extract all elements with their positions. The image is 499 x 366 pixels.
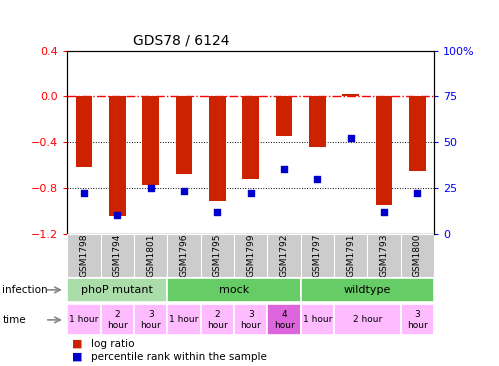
Text: 2 hour: 2 hour (353, 315, 382, 324)
Text: 3
hour: 3 hour (241, 310, 261, 330)
Text: 1 hour: 1 hour (303, 315, 332, 324)
Text: percentile rank within the sample: percentile rank within the sample (91, 352, 267, 362)
Point (313, 176, 321, 182)
Bar (276, 96, 292, 136)
Bar (67, 234, 101, 277)
Text: GSM1796: GSM1796 (180, 234, 189, 277)
Text: GSM1801: GSM1801 (146, 234, 155, 277)
Bar (401, 234, 434, 277)
Text: GSM1800: GSM1800 (413, 234, 422, 277)
Bar (176, 96, 193, 174)
Bar (267, 305, 301, 335)
Bar (267, 234, 301, 277)
Point (347, 135, 355, 141)
Bar (309, 96, 326, 146)
Bar (134, 234, 167, 277)
Bar (67, 305, 101, 335)
Point (247, 190, 254, 196)
Bar (76, 96, 92, 167)
Text: GSM1794: GSM1794 (113, 234, 122, 277)
Point (80, 190, 88, 196)
Text: 3
hour: 3 hour (407, 310, 428, 330)
Point (147, 185, 155, 191)
Point (113, 212, 121, 218)
Bar (101, 305, 134, 335)
Text: phoP mutant: phoP mutant (81, 285, 153, 295)
Text: 4
hour: 4 hour (274, 310, 294, 330)
Bar (401, 305, 434, 335)
Text: time: time (2, 315, 26, 325)
Bar (67, 278, 167, 302)
Point (180, 188, 188, 194)
Point (280, 167, 288, 172)
Text: ■: ■ (72, 339, 83, 349)
Text: log ratio: log ratio (91, 339, 135, 349)
Point (214, 209, 222, 214)
Bar (301, 234, 334, 277)
Bar (243, 96, 259, 179)
Text: 1 hour: 1 hour (69, 315, 99, 324)
Bar (167, 234, 201, 277)
Text: infection: infection (2, 285, 48, 295)
Bar (342, 94, 359, 96)
Bar (367, 234, 401, 277)
Text: GSM1798: GSM1798 (79, 234, 88, 277)
Bar (334, 305, 401, 335)
Text: GSM1793: GSM1793 (380, 234, 389, 277)
Bar (167, 278, 301, 302)
Text: ■: ■ (72, 352, 83, 362)
Bar (142, 96, 159, 186)
Bar (109, 96, 126, 216)
Bar (101, 234, 134, 277)
Text: GSM1797: GSM1797 (313, 234, 322, 277)
Text: GDS78 / 6124: GDS78 / 6124 (133, 34, 230, 48)
Bar (201, 305, 234, 335)
Text: 2
hour: 2 hour (207, 310, 228, 330)
Bar (234, 234, 267, 277)
Text: 2
hour: 2 hour (107, 310, 128, 330)
Bar (134, 305, 167, 335)
Bar (234, 305, 267, 335)
Bar (201, 234, 234, 277)
Text: 3
hour: 3 hour (140, 310, 161, 330)
Text: mock: mock (219, 285, 249, 295)
Bar (376, 96, 392, 205)
Bar (301, 305, 334, 335)
Text: GSM1799: GSM1799 (246, 234, 255, 277)
Bar (409, 96, 426, 171)
Text: GSM1795: GSM1795 (213, 234, 222, 277)
Text: 1 hour: 1 hour (169, 315, 199, 324)
Text: GSM1791: GSM1791 (346, 234, 355, 277)
Point (414, 190, 422, 196)
Point (380, 209, 388, 214)
Bar (301, 278, 434, 302)
Bar (334, 234, 367, 277)
Bar (167, 305, 201, 335)
Bar (209, 96, 226, 201)
Text: GSM1792: GSM1792 (279, 234, 288, 277)
Text: wildtype: wildtype (344, 285, 391, 295)
